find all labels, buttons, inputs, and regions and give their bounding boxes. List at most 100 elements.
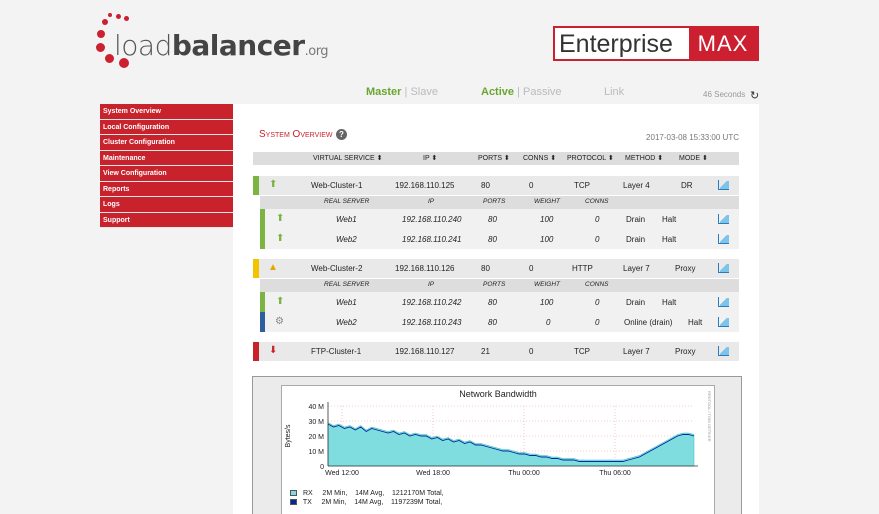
column-mode[interactable]: MODE ⬍: [679, 155, 708, 162]
refresh-icon[interactable]: ↻: [750, 90, 760, 102]
sidebar-item-cluster-configuration[interactable]: Cluster Configuration: [100, 135, 233, 151]
rx-swatch: [290, 490, 297, 497]
sidebar-item-maintenance[interactable]: Maintenance: [100, 150, 233, 166]
server-ports: 80: [488, 318, 497, 327]
virtual-service-row[interactable]: ⬇ FTP-Cluster-1 192.168.110.127 21 0 TCP…: [253, 342, 739, 361]
column-ip[interactable]: IP ⬍: [423, 155, 438, 162]
master-label: Master: [366, 86, 402, 98]
sidebar-item-view-configuration[interactable]: View Configuration: [100, 166, 233, 182]
bandwidth-chart: Network Bandwidth RRDTOOL / TOBI OETIKER…: [281, 385, 715, 514]
server-ports: 80: [488, 215, 497, 224]
sub-column-weight: WEIGHT: [534, 198, 560, 205]
legend-label: TX: [302, 499, 312, 506]
server-ports: 80: [488, 298, 497, 307]
sub-column-ports: PORTS: [483, 198, 506, 205]
sub-column-real-server: REAL SERVER: [324, 198, 370, 205]
sub-column-ip: IP: [428, 281, 435, 288]
legend-avg: 14M Avg,: [355, 490, 385, 497]
arrow-up-icon: ⬆: [269, 179, 278, 190]
separator: |: [404, 86, 408, 98]
graph-icon[interactable]: [718, 346, 729, 356]
graph-icon[interactable]: [718, 180, 729, 190]
virtual-service-row[interactable]: ⬆ Web-Cluster-1 192.168.110.125 80 0 TCP…: [253, 176, 739, 195]
column-virtual-service[interactable]: VIRTUAL SERVICE ⬍: [313, 155, 383, 162]
legend-min: 2M Min,: [321, 499, 347, 506]
server-conns: 0: [595, 215, 600, 224]
active-passive-status: Active | Passive: [481, 86, 562, 98]
y-tick-label: 30 M: [308, 419, 324, 426]
server-ip: 192.168.110.242: [402, 298, 462, 307]
halt-button[interactable]: Halt: [662, 235, 677, 244]
drain-button[interactable]: Drain: [626, 215, 646, 224]
loadbalancer-logo: loadbalancer.org: [94, 13, 329, 71]
legend-total: 1197239M Total,: [391, 499, 443, 506]
sidebar-item-support[interactable]: Support: [100, 212, 233, 228]
service-ports: 21: [481, 347, 490, 356]
real-server-row[interactable]: ⬆ Web1 192.168.110.242 80 100 0 Drain Ha…: [260, 292, 739, 312]
rx-area: [327, 422, 695, 467]
server-name: Web2: [336, 318, 357, 327]
status-bar: [253, 176, 259, 195]
logo-dot: [102, 19, 108, 25]
server-ip: 192.168.110.240: [402, 215, 462, 224]
chart-credit: RRDTOOL / TOBI OETIKER: [707, 391, 712, 442]
service-name: Web-Cluster-2: [311, 264, 363, 273]
column-method[interactable]: METHOD ⬍: [625, 155, 664, 162]
legend-rx: RX 2M Min, 14M Avg, 1212170M Total,: [290, 490, 444, 497]
service-ports: 80: [481, 264, 490, 273]
legend-total: 1212170M Total,: [391, 490, 444, 497]
logo-dot: [124, 16, 129, 21]
graph-icon[interactable]: [718, 317, 729, 327]
y-tick-label: 0: [320, 464, 324, 471]
real-server-row[interactable]: ⚙ Web2 192.168.110.243 80 0 0 Online (dr…: [260, 312, 739, 332]
real-server-row[interactable]: ⬆ Web1 192.168.110.240 80 100 0 Drain Ha…: [260, 209, 739, 229]
server-weight: 100: [540, 235, 554, 244]
sidebar-item-system-overview[interactable]: System Overview: [100, 104, 233, 120]
column-protocol[interactable]: PROTOCOL ⬍: [567, 155, 614, 162]
server-conns: 0: [595, 235, 600, 244]
sidebar-item-logs[interactable]: Logs: [100, 197, 233, 213]
status-bar: [260, 312, 265, 332]
y-tick-label: 10 M: [308, 449, 324, 456]
arrow-up-icon: ⬆: [276, 213, 285, 224]
sub-column-conns: CONNS: [585, 281, 609, 288]
sidebar-item-reports[interactable]: Reports: [100, 181, 233, 197]
y-axis-label: Bytes/s: [285, 424, 292, 447]
sidebar-item-local-configuration[interactable]: Local Configuration: [100, 119, 233, 135]
service-name: Web-Cluster-1: [311, 181, 363, 190]
graph-icon[interactable]: [718, 234, 729, 244]
service-method: Layer 7: [623, 264, 650, 273]
slave-label: Slave: [410, 86, 438, 98]
server-ip: 192.168.110.241: [402, 235, 462, 244]
graph-icon[interactable]: [718, 297, 729, 307]
enterprise-label: Enterprise: [559, 30, 673, 58]
halt-button[interactable]: Halt: [662, 215, 677, 224]
server-name: Web2: [336, 235, 357, 244]
logo-dot: [96, 43, 105, 52]
drain-button[interactable]: Drain: [626, 298, 646, 307]
x-tick-label: Thu 06:00: [599, 470, 631, 477]
graph-icon[interactable]: [718, 263, 729, 273]
server-ip: 192.168.110.243: [402, 318, 462, 327]
graph-icon[interactable]: [718, 214, 729, 224]
real-server-row[interactable]: ⬆ Web2 192.168.110.241 80 100 0 Drain Ha…: [260, 229, 739, 249]
warning-icon: ▲: [268, 262, 278, 273]
column-ports[interactable]: PORTS ⬍: [478, 155, 510, 162]
drain-button[interactable]: Drain: [626, 235, 646, 244]
service-method: Layer 7: [623, 347, 650, 356]
y-tick-label: 40 M: [308, 404, 324, 411]
chart-title: Network Bandwidth: [459, 389, 537, 399]
online-drain-button[interactable]: Online (drain): [624, 318, 673, 327]
halt-button[interactable]: Halt: [688, 318, 703, 327]
max-label: MAX: [689, 28, 757, 59]
column-conns[interactable]: CONNS ⬍: [523, 155, 557, 162]
server-weight: 0: [546, 318, 551, 327]
real-server-header: REAL SERVER IP PORTS WEIGHT CONNS: [260, 279, 739, 292]
status-bar: [253, 259, 259, 278]
service-name: FTP-Cluster-1: [311, 347, 362, 356]
help-icon[interactable]: ?: [336, 129, 347, 140]
table-header: VIRTUAL SERVICE ⬍ IP ⬍ PORTS ⬍ CONNS ⬍ P…: [253, 152, 739, 165]
virtual-service-row[interactable]: ▲ Web-Cluster-2 192.168.110.126 80 0 HTT…: [253, 259, 739, 278]
link-label: Link: [604, 86, 625, 98]
halt-button[interactable]: Halt: [662, 298, 677, 307]
